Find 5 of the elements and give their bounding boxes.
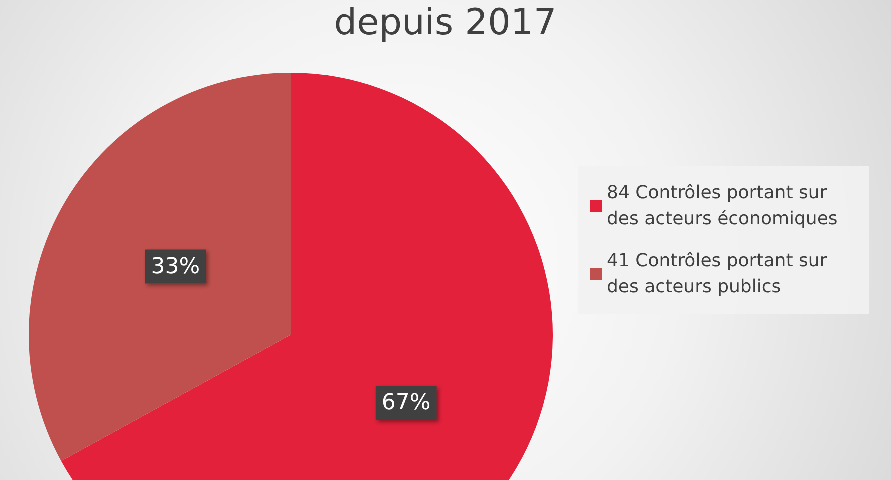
data-label: 67% xyxy=(382,390,431,416)
chart-title: depuis 2017 xyxy=(334,2,557,44)
legend-label: 41 Contrôles portant sur des acteurs publics xyxy=(607,250,833,298)
legend-label: 84 Contrôles portant sur des acteurs économiques xyxy=(607,182,838,230)
data-label: 33% xyxy=(151,254,200,280)
